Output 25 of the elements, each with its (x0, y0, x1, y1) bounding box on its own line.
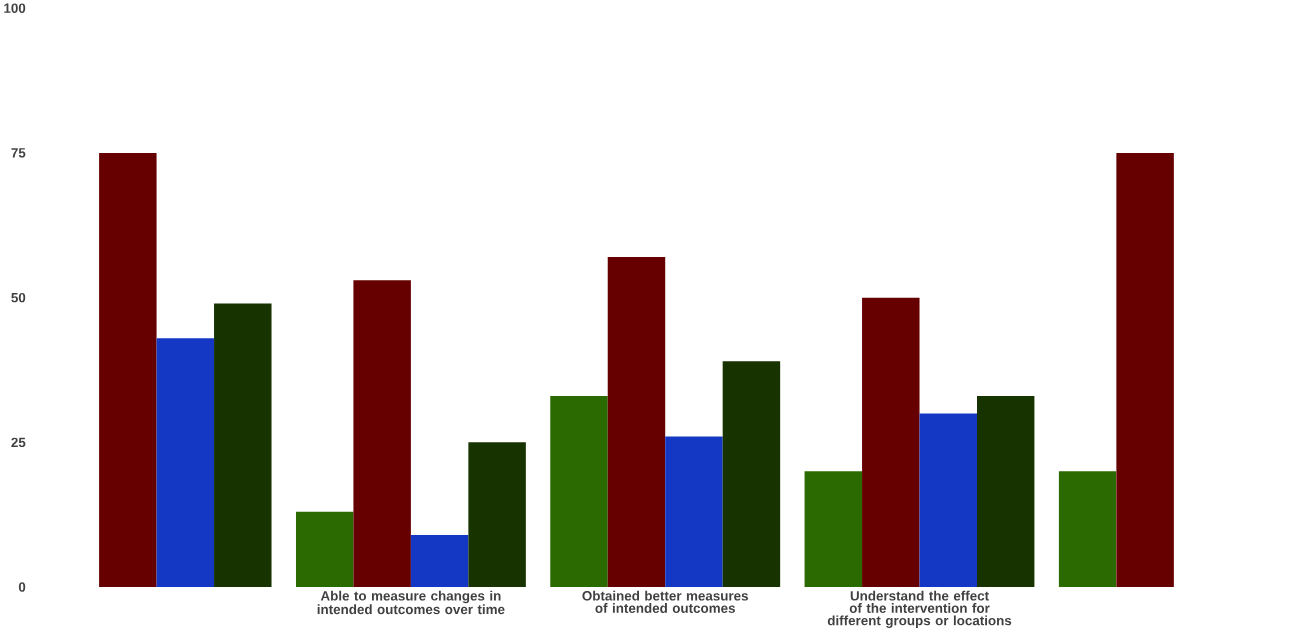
bar (214, 303, 272, 587)
bar (353, 280, 411, 587)
y-tick-label: 25 (11, 437, 26, 447)
bar (665, 436, 723, 587)
bar (295, 511, 354, 587)
bar (1116, 152, 1174, 587)
bar (99, 152, 157, 587)
bar (156, 337, 215, 587)
bar (919, 413, 978, 587)
y-tick-label: 75 (11, 148, 26, 158)
y-tick-label: 0 (18, 582, 26, 592)
bar (1058, 471, 1117, 587)
bar (722, 361, 781, 587)
bar (550, 395, 608, 587)
bar (607, 256, 666, 587)
x-tick-label: Understand the effect of the intervention for different groups or locations (827, 590, 1012, 628)
bar (410, 534, 469, 587)
x-tick-label: Obtained better measures of intended outcomes (582, 590, 748, 613)
bar (468, 442, 526, 587)
bar (804, 471, 863, 587)
y-tick-label: 100 (4, 3, 26, 13)
bar (977, 395, 1035, 587)
y-tick-label: 50 (11, 292, 26, 303)
x-tick-label: Able to measure changes in intended outcomes over time (317, 590, 505, 614)
bar (862, 297, 920, 587)
